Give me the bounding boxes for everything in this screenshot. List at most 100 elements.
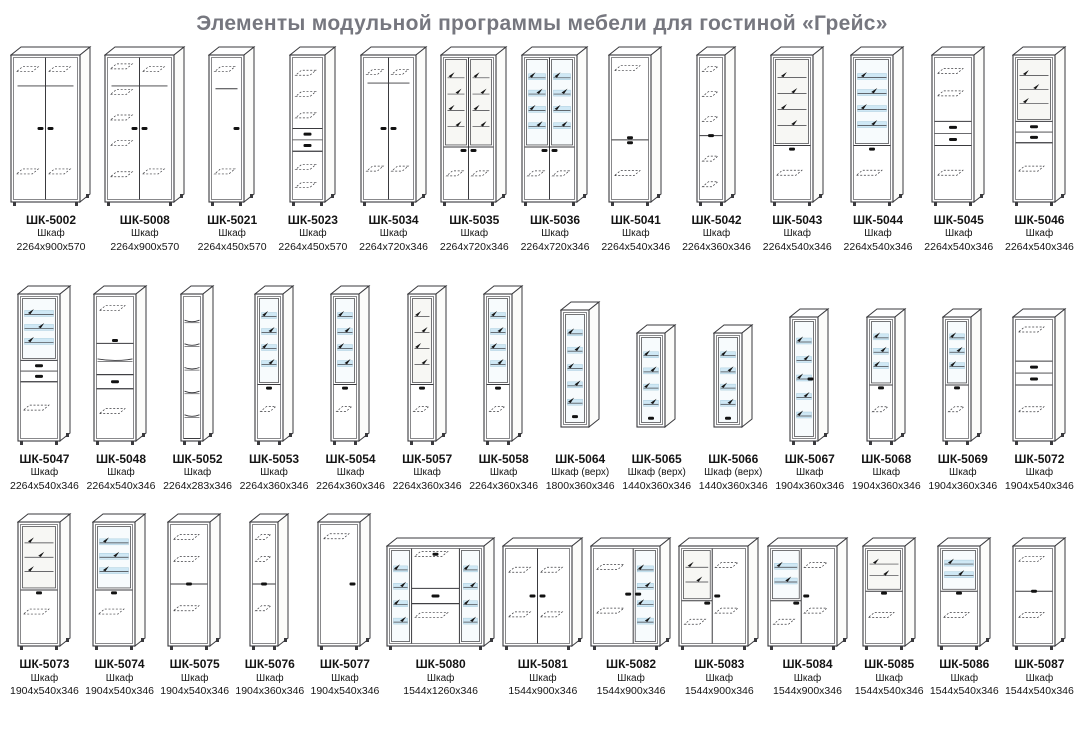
- cabinet-dims: 2264x540x346: [86, 479, 156, 492]
- catalog-row-1: ШК-5002 Шкаф 2264x900x570 ШК-5008 Шкаф 2264x9…: [0, 46, 1084, 255]
- cabinet-type: Шкаф: [864, 228, 892, 240]
- cabinet-code: ШК-5081: [517, 657, 568, 672]
- cabinet-label: ШК-5083 Шкаф 1544x900x346: [685, 657, 754, 699]
- cabinet-drawing: [865, 307, 907, 445]
- cabinet-drawing: [931, 46, 986, 206]
- cabinet-type: Шкаф: [183, 466, 212, 478]
- cabinet-type: Шкаф: [299, 228, 327, 240]
- cabinet-item: ШК-5084 Шкаф 1544x900x346: [766, 537, 849, 699]
- cabinet-code: ШК-5084: [782, 657, 833, 672]
- cabinet-drawing: [16, 513, 72, 651]
- cabinet-item: ШК-5043 Шкаф 2264x540x346: [763, 46, 832, 255]
- cabinet-label: ШК-5021 Шкаф 2264x450x570: [198, 213, 267, 255]
- cabinet-code: ШК-5042: [691, 213, 742, 227]
- cabinet-label: ШК-5076 Шкаф 1904x360x346: [235, 657, 304, 699]
- cabinet-type: Шкаф: [256, 672, 284, 684]
- cabinet-label: ШК-5034 Шкаф 2264x720x346: [359, 213, 428, 255]
- cabinet-drawing: [385, 537, 496, 651]
- cabinet-code: ШК-5069: [937, 451, 988, 466]
- cabinet-dims: 2264x360x346: [392, 479, 462, 492]
- cabinet-code: ШК-5067: [784, 451, 835, 466]
- cabinet-type: Шкаф: [336, 466, 365, 478]
- cabinet-type: Шкаф: [529, 672, 557, 684]
- cabinet-code: ШК-5080: [415, 657, 466, 672]
- cabinet-type: Шкаф: [30, 672, 59, 684]
- cabinet-type: Шкаф: [705, 672, 734, 684]
- cabinet-dims: 1904x360x346: [775, 479, 845, 492]
- cabinet-label: ШК-5023 Шкаф 2264x450x570: [278, 213, 347, 255]
- cabinet-drawing: [590, 537, 672, 651]
- cabinet-drawing: [10, 46, 92, 206]
- cabinet-code: ШК-5034: [368, 213, 419, 227]
- cabinet-label: ШК-5036 Шкаф 2264x720x346: [521, 213, 590, 255]
- cabinet-item: ШК-5054 Шкаф 2264x360x346: [316, 284, 385, 494]
- cabinet-code: ШК-5087: [1014, 657, 1065, 672]
- cabinet-type: Шкаф (верх): [704, 466, 763, 478]
- cabinet-dims: 1440x360x346: [622, 479, 692, 492]
- cabinet-code: ШК-5048: [95, 451, 147, 466]
- cabinet-drawing: [769, 46, 825, 206]
- cabinet-code: ШК-5057: [402, 451, 453, 466]
- cabinet-label: ШК-5035 Шкаф 2264x720x346: [440, 213, 509, 255]
- cabinet-type: Шкаф: [218, 228, 246, 240]
- cabinet-drawing: [636, 323, 677, 428]
- cabinet-label: ШК-5057 Шкаф 2264x360x346: [393, 452, 462, 494]
- cabinet-code: ШК-5075: [169, 657, 220, 672]
- cabinet-label: ШК-5086 Шкаф 1544x540x346: [930, 657, 999, 699]
- cabinet-label: ШК-5077 Шкаф 1904x540x346: [311, 657, 380, 699]
- cabinet-type: Шкаф: [131, 228, 159, 240]
- cabinet-drawing: [167, 513, 222, 651]
- cabinet-label: ШК-5067 Шкаф 1904x360x346: [775, 452, 844, 494]
- cabinet-type: Шкаф: [1025, 228, 1054, 240]
- cabinet-item: ШК-5046 Шкаф 2264x540x346: [1005, 46, 1074, 255]
- cabinet-label: ШК-5065 Шкаф (верх) 1440x360x346: [622, 452, 691, 494]
- cabinet-drawing: [789, 307, 830, 445]
- cabinet-dims: 2264x900x570: [110, 241, 180, 254]
- cabinet-code: ШК-5077: [319, 657, 370, 672]
- cabinet-code: ШК-5044: [852, 213, 904, 227]
- cabinet-item: ШК-5047 Шкаф 2264x540x346: [10, 284, 79, 494]
- cabinet-drawing: [93, 284, 148, 445]
- cabinet-dims: 1904x360x346: [928, 479, 998, 492]
- cabinet-label: ШК-5046 Шкаф 2264x540x346: [1005, 213, 1074, 255]
- cabinet-item: ШК-5080 Шкаф 1544x1260x346: [385, 537, 496, 699]
- cabinet-item: ШК-5064 Шкаф (верх) 1800x360x346: [546, 300, 615, 494]
- cabinet-dims: 2264x720x346: [359, 241, 429, 254]
- cabinet-code: ШК-5074: [94, 657, 145, 672]
- cabinet-type: Шкаф: [426, 672, 455, 684]
- cabinet-dims: 2264x900x570: [16, 241, 86, 254]
- cabinet-code: ШК-5047: [19, 451, 70, 466]
- cabinet-dims: 2264x720x346: [439, 241, 509, 254]
- cabinet-code: ШК-5052: [172, 451, 223, 466]
- cabinet-label: ШК-5072 Шкаф 1904x540x346: [1005, 452, 1074, 494]
- cabinet-code: ШК-5086: [939, 657, 990, 672]
- cabinet-type: Шкаф: [617, 672, 645, 684]
- cabinet-type: Шкаф (верх): [551, 466, 610, 478]
- cabinet-drawing: [766, 537, 848, 651]
- cabinet-dims: 1904x540x346: [10, 685, 79, 698]
- cabinet-type: Шкаф: [783, 228, 812, 240]
- cabinet-item: ШК-5067 Шкаф 1904x360x346: [775, 307, 844, 494]
- cabinet-code: ШК-5085: [864, 657, 915, 672]
- cabinet-item: ШК-5042 Шкаф 2264x360x346: [682, 46, 751, 255]
- cabinet-drawing: [330, 284, 371, 445]
- cabinet-label: ШК-5084 Шкаф 1544x900x346: [773, 657, 842, 699]
- cabinet-code: ШК-5058: [478, 451, 529, 466]
- cabinet-label: ШК-5044 Шкаф 2264x540x346: [844, 213, 913, 255]
- cabinet-item: ШК-5057 Шкаф 2264x360x346: [393, 284, 462, 494]
- cabinet-drawing: [440, 46, 508, 206]
- cabinet-dims: 2264x540x346: [10, 479, 79, 492]
- cabinet-type: Шкаф: [1025, 466, 1054, 478]
- cabinet-type: Шкаф: [795, 466, 824, 478]
- cabinet-code: ШК-5066: [708, 451, 759, 466]
- cabinet-label: ШК-5073 Шкаф 1904x540x346: [10, 657, 79, 699]
- cabinet-drawing: [712, 323, 754, 428]
- cabinet-drawing: [850, 46, 905, 206]
- cabinet-item: ШК-5073 Шкаф 1904x540x346: [10, 513, 79, 699]
- cabinet-type: Шкаф: [413, 466, 441, 478]
- cabinet-label: ШК-5002 Шкаф 2264x900x570: [17, 213, 86, 255]
- cabinet-drawing: [559, 300, 601, 428]
- cabinet-item: ШК-5041 Шкаф 2264x540x346: [601, 46, 670, 255]
- cabinet-item: ШК-5082 Шкаф 1544x900x346: [590, 537, 672, 699]
- cabinet-dims: 1904x540x346: [310, 685, 380, 698]
